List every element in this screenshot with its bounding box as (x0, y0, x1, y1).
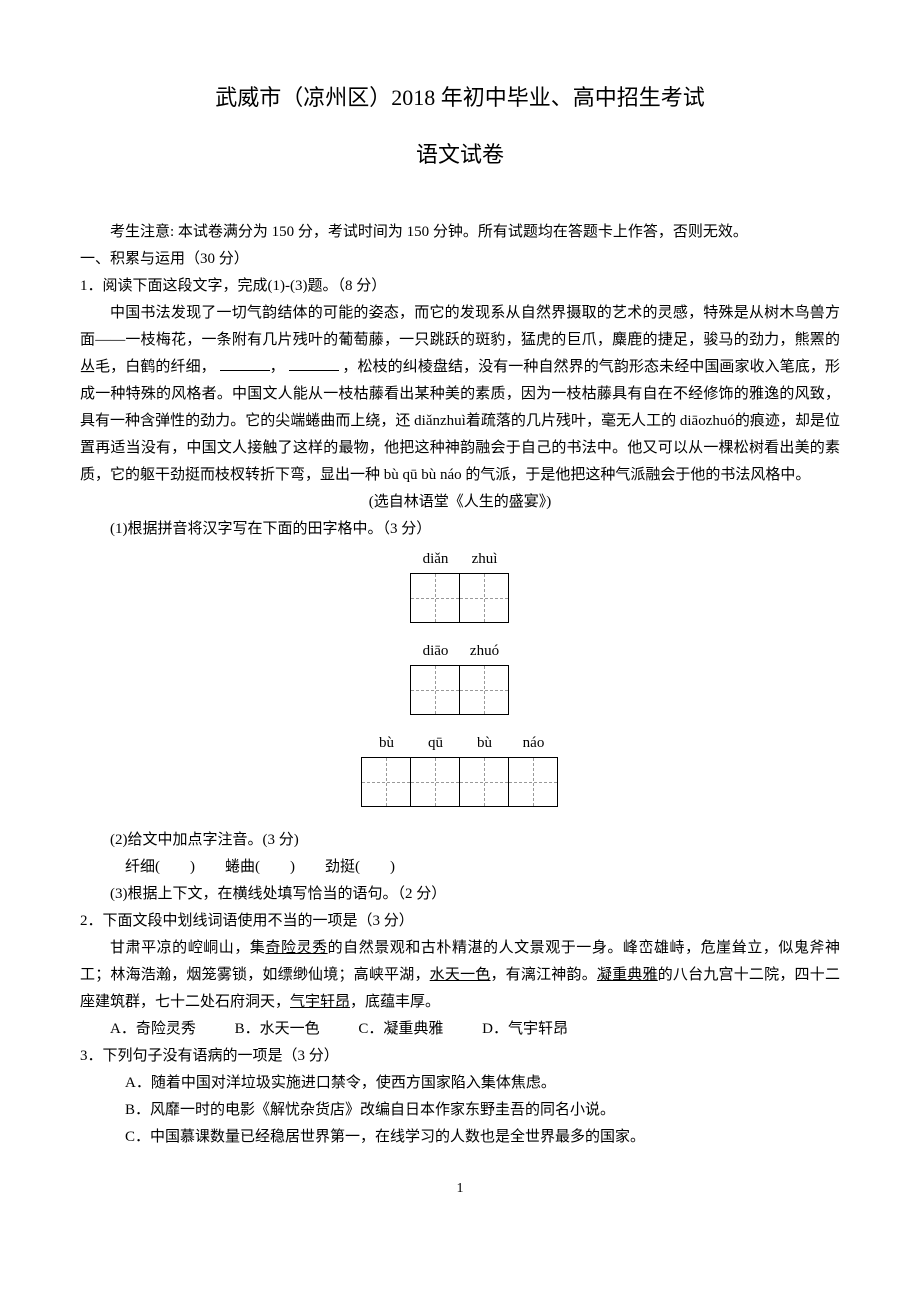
pinyin-zhuo: zhuó (470, 643, 499, 663)
q2-p3: ，有漓江神韵。 (490, 967, 596, 983)
q2-passage: 甘肃平凉的崆峒山，集奇险灵秀的自然景观和古朴精湛的人文景观于一身。峰峦雄峙，危崖… (80, 935, 840, 1016)
tianzige-box (361, 757, 411, 807)
q3-option-b: B．风靡一时的电影《解忧杂货店》改编自日本作家东野圭吾的同名小说。 (125, 1097, 840, 1124)
tianzige-grid-2: diāo zhuó (80, 643, 840, 715)
q2-option-c: C．凝重典雅 (358, 1016, 443, 1043)
q2-p5: ，底蕴丰厚。 (350, 994, 440, 1010)
q2-u4: 气宇轩昂 (290, 994, 350, 1010)
q2-option-d: D．气宇轩昂 (482, 1016, 568, 1043)
pinyin-diao: diāo (423, 643, 449, 663)
tianzige-box (459, 665, 509, 715)
q1-sub3-stem: (3)根据上下文，在横线处填写恰当的语句。（2 分） (110, 881, 840, 908)
pinyin-bu1: bù (379, 735, 394, 755)
q2-p1: 甘肃平凉的崆峒山，集 (110, 940, 265, 956)
pinyin-dian: diǎn (423, 551, 449, 571)
exam-title-main: 武威市（凉州区）2018 年初中毕业、高中招生考试 (80, 80, 840, 112)
q2-u2: 水天一色 (430, 967, 491, 983)
tianzige-box (459, 757, 509, 807)
pinyin-qu: qū (428, 735, 443, 755)
q1-citation: (选自林语堂《人生的盛宴》) (80, 489, 840, 516)
blank-1 (220, 356, 270, 371)
q2-option-b: B．水天一色 (235, 1016, 320, 1043)
pinyin-bu2: bù (477, 735, 492, 755)
q1-stem: 1．阅读下面这段文字，完成(1)-(3)题。（8 分） (80, 273, 840, 300)
pinyin-nao: náo (523, 735, 545, 755)
q1-sub2-stem: (2)给文中加点字注音。(3 分) (110, 827, 840, 854)
q1-passage-part2: ，松枝的纠棱盘结，没有一种自然界的气韵形态未经中国画家收入笔底，形成一种特殊的风… (80, 359, 840, 483)
q1-passage: 中国书法发现了一切气韵结体的可能的姿态，而它的发现系从自然界摄取的艺术的灵感，特… (80, 300, 840, 489)
tianzige-box (410, 665, 460, 715)
tianzige-grid-1: diǎn zhuì (80, 551, 840, 623)
q2-stem: 2．下面文段中划线词语使用不当的一项是（3 分） (80, 908, 840, 935)
q3-stem: 3．下列句子没有语病的一项是（3 分） (80, 1043, 840, 1070)
section-1-heading: 一、积累与运用（30 分） (80, 246, 840, 273)
tianzige-grid-3: bù qū bù náo (80, 735, 840, 807)
tianzige-box (508, 757, 558, 807)
page-number: 1 (80, 1181, 840, 1197)
q2-u3: 凝重典雅 (597, 967, 658, 983)
q2-u1: 奇险灵秀 (265, 940, 327, 956)
q1-sub1-stem: (1)根据拼音将汉字写在下面的田字格中。（3 分） (110, 516, 840, 543)
q2-option-a: A．奇险灵秀 (110, 1016, 196, 1043)
blank-2 (289, 356, 339, 371)
q3-option-a: A．随着中国对洋垃圾实施进口禁令，使西方国家陷入集体焦虑。 (125, 1070, 840, 1097)
exam-title-sub: 语文试卷 (80, 137, 840, 169)
q1-sub2-items: 纤细( ) 蜷曲( ) 劲挺( ) (125, 854, 840, 881)
tianzige-box (410, 573, 460, 623)
tianzige-box (459, 573, 509, 623)
tianzige-box (410, 757, 460, 807)
q2-options: A．奇险灵秀 B．水天一色 C．凝重典雅 D．气宇轩昂 (110, 1016, 840, 1043)
pinyin-zhui: zhuì (472, 551, 498, 571)
exam-notice: 考生注意: 本试卷满分为 150 分，考试时间为 150 分钟。所有试题均在答题… (80, 219, 840, 246)
q3-option-c: C．中国慕课数量已经稳居世界第一，在线学习的人数也是全世界最多的国家。 (125, 1124, 840, 1151)
